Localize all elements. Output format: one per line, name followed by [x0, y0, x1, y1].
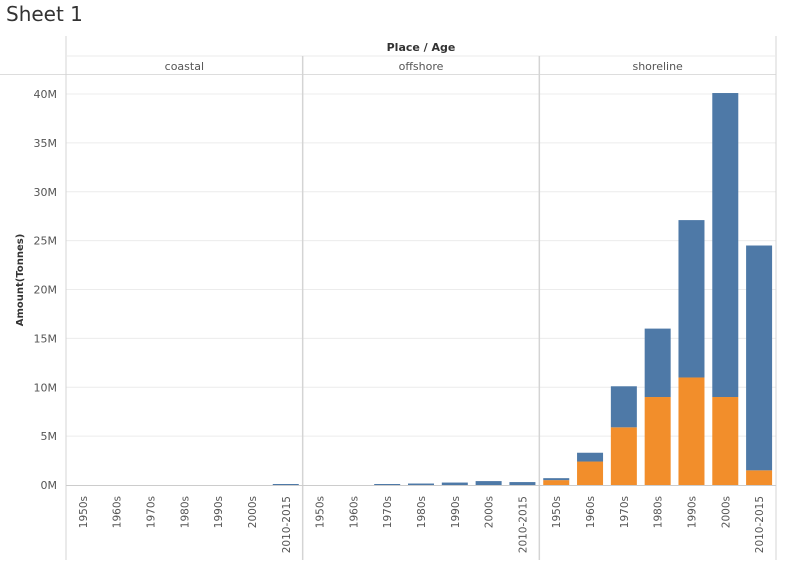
- bar-shoreline-1960s-blue: [577, 452, 604, 462]
- x-tick-label: 1980s: [179, 496, 191, 528]
- bar-shoreline-2000s-orange: [712, 397, 739, 485]
- x-tick-label: 2010-2015: [754, 496, 766, 553]
- x-tick-label: 1960s: [112, 496, 124, 528]
- x-tick-label: 1970s: [382, 496, 394, 528]
- y-tick-label: 0M: [41, 479, 58, 492]
- y-tick-label: 25M: [34, 235, 58, 248]
- y-tick-label: 35M: [34, 137, 58, 150]
- bar-shoreline-2010-2015-blue: [746, 245, 773, 471]
- bar-shoreline-2000s-blue: [712, 93, 739, 398]
- bar-offshore-1990s-blue: [441, 482, 468, 485]
- bar-offshore-2010-2015-blue: [509, 482, 536, 485]
- bar-shoreline-1970s-blue: [610, 386, 637, 428]
- y-tick-label: 5M: [41, 430, 58, 443]
- panel-header-title: Place / Age: [387, 41, 456, 54]
- bar-shoreline-2010-2015-orange: [746, 470, 773, 485]
- x-tick-label: 1950s: [315, 496, 327, 528]
- bar-shoreline-1990s-orange: [678, 377, 705, 485]
- y-tick-label: 15M: [34, 332, 58, 345]
- y-tick-label: 10M: [34, 381, 58, 394]
- x-tick-label: 2010-2015: [281, 496, 293, 553]
- bar-offshore-2000s-blue: [475, 481, 502, 485]
- x-tick-label: 2010-2015: [517, 496, 529, 553]
- y-tick-label: 30M: [34, 186, 58, 199]
- x-tick-label: 1990s: [686, 496, 698, 528]
- labels: Place / Age 0M 5M 10M 15M 20M 25M 30M 35M 40M Amou…: [15, 41, 766, 553]
- bar-shoreline-1990s-blue: [678, 220, 705, 378]
- panel-label-coastal: coastal: [165, 60, 204, 73]
- x-tick-label: 1950s: [551, 496, 563, 528]
- x-tick-label: 1990s: [213, 496, 225, 528]
- bars: [272, 93, 773, 485]
- bar-offshore-1980s-blue: [408, 483, 434, 485]
- bar-shoreline-1980s-blue: [644, 328, 671, 398]
- x-tick-label: 1960s: [585, 496, 597, 528]
- x-tick-label: 1970s: [619, 496, 631, 528]
- bar-shoreline-1960s-orange: [577, 461, 604, 485]
- bar-offshore-1970s-blue: [374, 484, 401, 485]
- sheet-title: Sheet 1: [6, 2, 83, 26]
- x-tick-label: 1980s: [416, 496, 428, 528]
- y-tick-label: 20M: [34, 284, 58, 297]
- bar-shoreline-1950s-blue: [543, 478, 570, 481]
- bar-shoreline-1970s-orange: [610, 427, 637, 485]
- bar-shoreline-1980s-orange: [644, 397, 671, 485]
- x-tick-label: 1980s: [653, 496, 665, 528]
- x-tick-label: 2000s: [247, 496, 259, 528]
- panel-label-offshore: offshore: [399, 60, 444, 73]
- x-tick-label: 1970s: [146, 496, 158, 528]
- bar-coastal-2010-2015-blue: [272, 484, 299, 485]
- x-tick-label: 2000s: [484, 496, 496, 528]
- y-tick-label: 40M: [34, 88, 58, 101]
- bar-shoreline-1950s-orange: [543, 480, 570, 485]
- panel-label-shoreline: shoreline: [632, 60, 683, 73]
- x-tick-label: 2000s: [720, 496, 732, 528]
- x-tick-label: 1960s: [348, 496, 360, 528]
- gridlines: [66, 93, 776, 437]
- y-axis-title: Amount(Tonnes): [15, 234, 26, 327]
- chart-frame: [0, 36, 777, 560]
- x-tick-label: 1990s: [450, 496, 462, 528]
- x-tick-label: 1950s: [78, 496, 90, 528]
